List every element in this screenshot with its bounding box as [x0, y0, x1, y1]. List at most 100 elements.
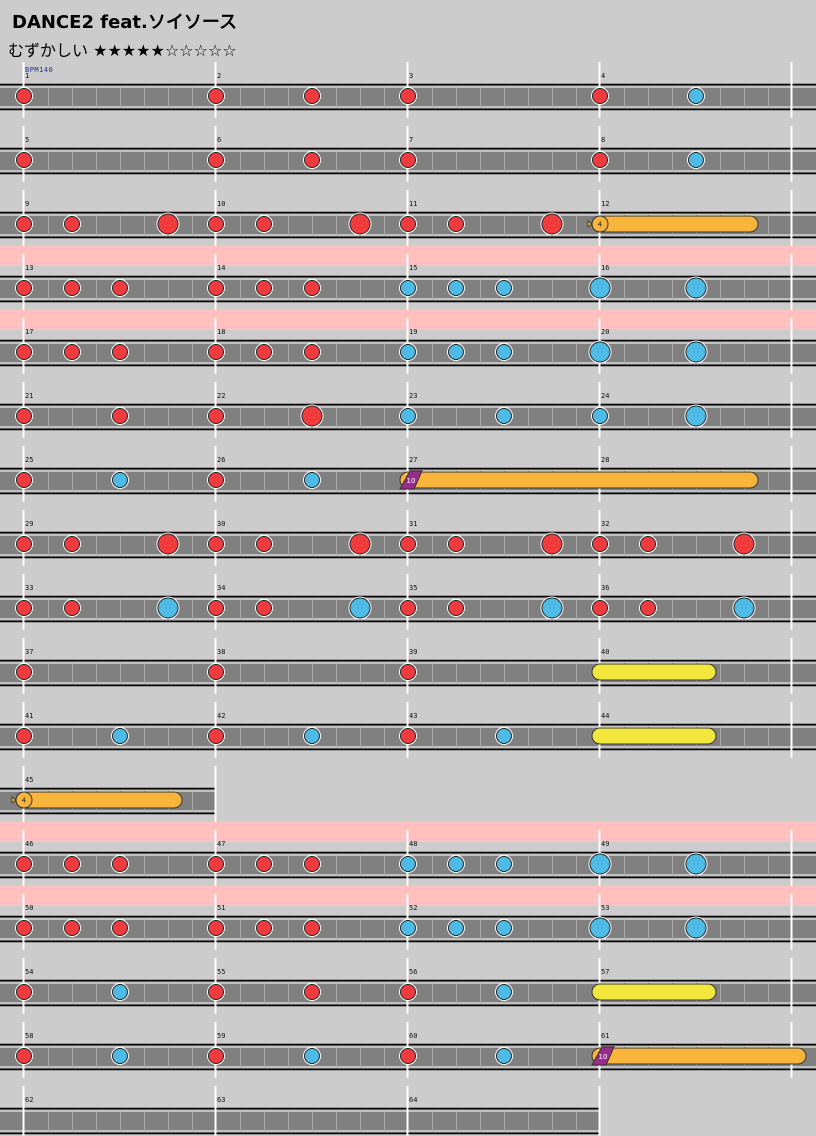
don-note: [304, 856, 320, 872]
big-roll-note: [591, 983, 717, 1001]
measure-number: 41: [25, 712, 33, 720]
don-note: [592, 600, 608, 616]
don-note: [16, 856, 32, 872]
ka-note: [496, 344, 512, 360]
ka-note: [400, 920, 416, 936]
measure-number: 45: [25, 776, 33, 784]
ka-note: [304, 728, 320, 744]
measure-number: 38: [217, 648, 225, 656]
measure-number: 49: [601, 840, 609, 848]
don-note: [640, 536, 656, 552]
big-ka-note: [541, 597, 563, 619]
big-ka-note: [685, 917, 707, 939]
don-note: [304, 920, 320, 936]
don-note: [400, 152, 416, 168]
don-note: [304, 152, 320, 168]
don-note: [304, 280, 320, 296]
don-note: [16, 88, 32, 104]
don-note: [400, 88, 416, 104]
don-note: [112, 344, 128, 360]
big-ka-note: [589, 917, 611, 939]
don-note: [64, 536, 80, 552]
measure-number: 14: [217, 264, 225, 272]
measure-number: 22: [217, 392, 225, 400]
measure-number: 39: [409, 648, 417, 656]
measure-number: 56: [409, 968, 417, 976]
don-note: [304, 344, 320, 360]
don-note: [16, 920, 32, 936]
measure-number: 21: [25, 392, 33, 400]
balloon-hit-count: 4: [22, 797, 27, 805]
balloon-note: [591, 215, 759, 233]
don-note: [112, 920, 128, 936]
don-note: [208, 1048, 224, 1064]
don-note: [112, 280, 128, 296]
measure-number: 52: [409, 904, 417, 912]
don-note: [448, 536, 464, 552]
balloon-head: [591, 1046, 615, 1066]
don-note: [208, 344, 224, 360]
big-don-note: [157, 533, 179, 555]
don-note: [16, 600, 32, 616]
measure-number: 12: [601, 200, 609, 208]
measure-number: 61: [601, 1032, 609, 1040]
don-note: [16, 984, 32, 1000]
don-note: [400, 728, 416, 744]
measure-number: 16: [601, 264, 609, 272]
don-note: [112, 856, 128, 872]
don-note: [400, 1048, 416, 1064]
don-note: [64, 280, 80, 296]
ka-note: [448, 856, 464, 872]
don-note: [640, 600, 656, 616]
ka-note: [400, 344, 416, 360]
ka-note: [400, 280, 416, 296]
ka-note: [112, 1048, 128, 1064]
big-ka-note: [685, 341, 707, 363]
don-note: [592, 88, 608, 104]
lane: [0, 1108, 600, 1134]
don-note: [64, 600, 80, 616]
big-ka-note: [157, 597, 179, 619]
big-ka-note: [349, 597, 371, 619]
measure-number: 34: [217, 584, 225, 592]
big-ka-note: [733, 597, 755, 619]
don-note: [16, 664, 32, 680]
don-note: [256, 280, 272, 296]
big-ka-note: [685, 277, 707, 299]
don-note: [448, 600, 464, 616]
measure-number: 46: [25, 840, 33, 848]
don-note: [400, 600, 416, 616]
measure-number: 32: [601, 520, 609, 528]
measure-number: 10: [217, 200, 225, 208]
measure-number: 3: [409, 72, 413, 80]
balloon-head: [399, 470, 423, 490]
balloon-hit-count: 10: [407, 477, 416, 485]
measure-number: 23: [409, 392, 417, 400]
don-note: [256, 536, 272, 552]
don-note: [16, 472, 32, 488]
measure-number: 27: [409, 456, 417, 464]
big-don-note: [301, 405, 323, 427]
don-note: [64, 344, 80, 360]
ka-note: [496, 728, 512, 744]
balloon-hit-count: 10: [599, 1053, 608, 1061]
ka-note: [688, 88, 704, 104]
don-note: [208, 728, 224, 744]
big-ka-note: [589, 277, 611, 299]
measure-number: 9: [25, 200, 29, 208]
measure-number: 4: [601, 72, 605, 80]
difficulty-line: むずかしい ★★★★★☆☆☆☆☆: [8, 37, 237, 61]
don-note: [208, 216, 224, 232]
don-note: [16, 280, 32, 296]
measure-number: 1: [25, 72, 29, 80]
big-don-note: [541, 213, 563, 235]
ka-note: [448, 280, 464, 296]
ka-note: [592, 408, 608, 424]
song-title: DANCE2 feat.ソイソース: [12, 12, 237, 33]
measure-number: 2: [217, 72, 221, 80]
big-ka-note: [589, 341, 611, 363]
measure-number: 6: [217, 136, 221, 144]
big-ka-note: [685, 853, 707, 875]
measure-number: 26: [217, 456, 225, 464]
measure-number: 33: [25, 584, 33, 592]
